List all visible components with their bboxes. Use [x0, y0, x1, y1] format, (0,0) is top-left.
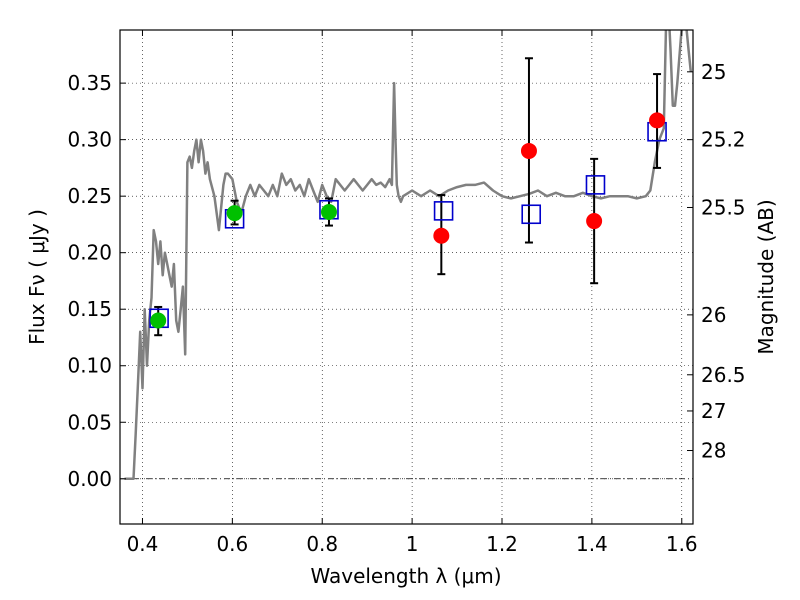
y-tick-label: 0.10 [67, 354, 112, 378]
model-photometry-square [585, 175, 606, 195]
observed-point-red [433, 227, 450, 244]
y-axis-label-text: Flux Fν ( μJy ) [25, 209, 49, 345]
y2-tick-label: 28 [701, 439, 726, 463]
y-axis-label: Flux Fν ( μJy ) [25, 209, 49, 345]
y2-tick-label: 25.2 [701, 128, 746, 152]
observed-point-red [520, 142, 537, 159]
y-tick-label: 0.05 [67, 410, 112, 434]
x-tick-label: 1.2 [486, 532, 518, 556]
x-tick-label: 0.6 [216, 532, 248, 556]
y2-tick-label: 27 [701, 399, 726, 423]
axes-frame [119, 29, 694, 525]
y2-tick-label: 25 [701, 60, 726, 84]
x-tick-label: 0.4 [127, 532, 159, 556]
model-photometry-square [521, 204, 542, 225]
x-tick-label: 1 [406, 532, 419, 556]
x-tick-label: 1.6 [666, 532, 698, 556]
observed-point-red [649, 112, 666, 129]
y-tick-label: 0.00 [67, 467, 112, 491]
observed-point-red [586, 213, 603, 230]
observed-point-green [226, 205, 243, 222]
y-tick-label: 0.30 [67, 128, 112, 152]
y2-axis-label: Magnitude (AB) [754, 199, 778, 354]
x-tick-label: 1.4 [576, 532, 608, 556]
axis-ticks: 0.4 0.6 0.8 1 1.2 1.4 1.6 0.00 0.05 0.10 0.15 0.20 0… [67, 30, 746, 556]
observed-point-green [320, 204, 337, 220]
y2-tick-label: 25.5 [701, 195, 746, 219]
y2-axis-label-text: Magnitude (AB) [754, 199, 778, 354]
model-photometry-square [433, 201, 454, 221]
y2-tick-label: 26.5 [701, 363, 746, 387]
model-spectrum-line [124, 30, 693, 481]
grid [120, 30, 693, 524]
y-tick-label: 0.15 [67, 297, 112, 321]
x-axis-label-text: Wavelength λ (μm) [310, 564, 501, 588]
y-tick-label: 0.35 [67, 71, 112, 95]
plot-area [124, 30, 693, 481]
y-tick-label: 0.20 [67, 241, 112, 265]
x-axis-label: Wavelength λ (μm) [310, 564, 501, 588]
x-tick-label: 0.8 [306, 532, 338, 556]
y2-tick-label: 26 [701, 303, 726, 327]
observed-point-green [150, 312, 167, 329]
y-tick-label: 0.25 [67, 184, 112, 208]
